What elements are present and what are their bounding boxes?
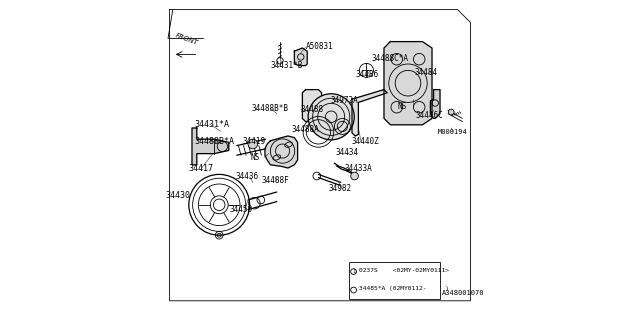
Text: 34419: 34419 [243,137,266,146]
Polygon shape [265,136,298,168]
Polygon shape [430,90,440,118]
Circle shape [308,94,355,140]
Text: 34488C*A: 34488C*A [371,54,408,63]
Text: A348001070: A348001070 [442,290,484,296]
Text: 34440Z: 34440Z [351,137,379,146]
Text: 34430: 34430 [166,191,191,200]
Polygon shape [352,90,387,136]
Text: 34417: 34417 [189,164,214,172]
Text: 1: 1 [352,269,355,274]
Polygon shape [192,128,229,165]
Text: 34488A: 34488A [291,125,319,134]
Text: M000194: M000194 [438,129,467,135]
Circle shape [448,109,454,115]
Text: 34488: 34488 [301,105,324,114]
Text: 34486: 34486 [356,70,379,79]
Text: NS: NS [250,153,259,162]
Text: 34488B*B: 34488B*B [251,104,288,113]
Text: 34431*A: 34431*A [195,120,229,129]
Polygon shape [294,48,307,66]
Polygon shape [302,90,322,122]
Text: A50831: A50831 [306,42,333,51]
Text: 34431*B: 34431*B [270,61,303,70]
Text: 34488F: 34488F [262,176,289,185]
Text: 34450: 34450 [230,205,253,214]
Text: 34433A: 34433A [345,164,372,173]
Text: 34488B*A: 34488B*A [195,137,234,146]
Text: NS: NS [397,102,406,111]
Polygon shape [384,42,432,125]
Circle shape [351,172,358,180]
Text: 34485*A (02MY0112-     ): 34485*A (02MY0112- ) [359,286,449,292]
Text: 34446C: 34446C [415,111,443,120]
Text: FRONT: FRONT [175,33,200,46]
Text: 34434: 34434 [335,148,358,157]
Bar [349,262,440,299]
Text: 34436: 34436 [236,172,259,181]
Text: 34484: 34484 [415,68,438,76]
Text: 0237S    <02MY-02MY0111>: 0237S <02MY-02MY0111> [359,268,449,273]
Text: 34972A: 34972A [331,96,358,105]
Circle shape [248,139,258,149]
Text: 34982: 34982 [329,184,352,193]
